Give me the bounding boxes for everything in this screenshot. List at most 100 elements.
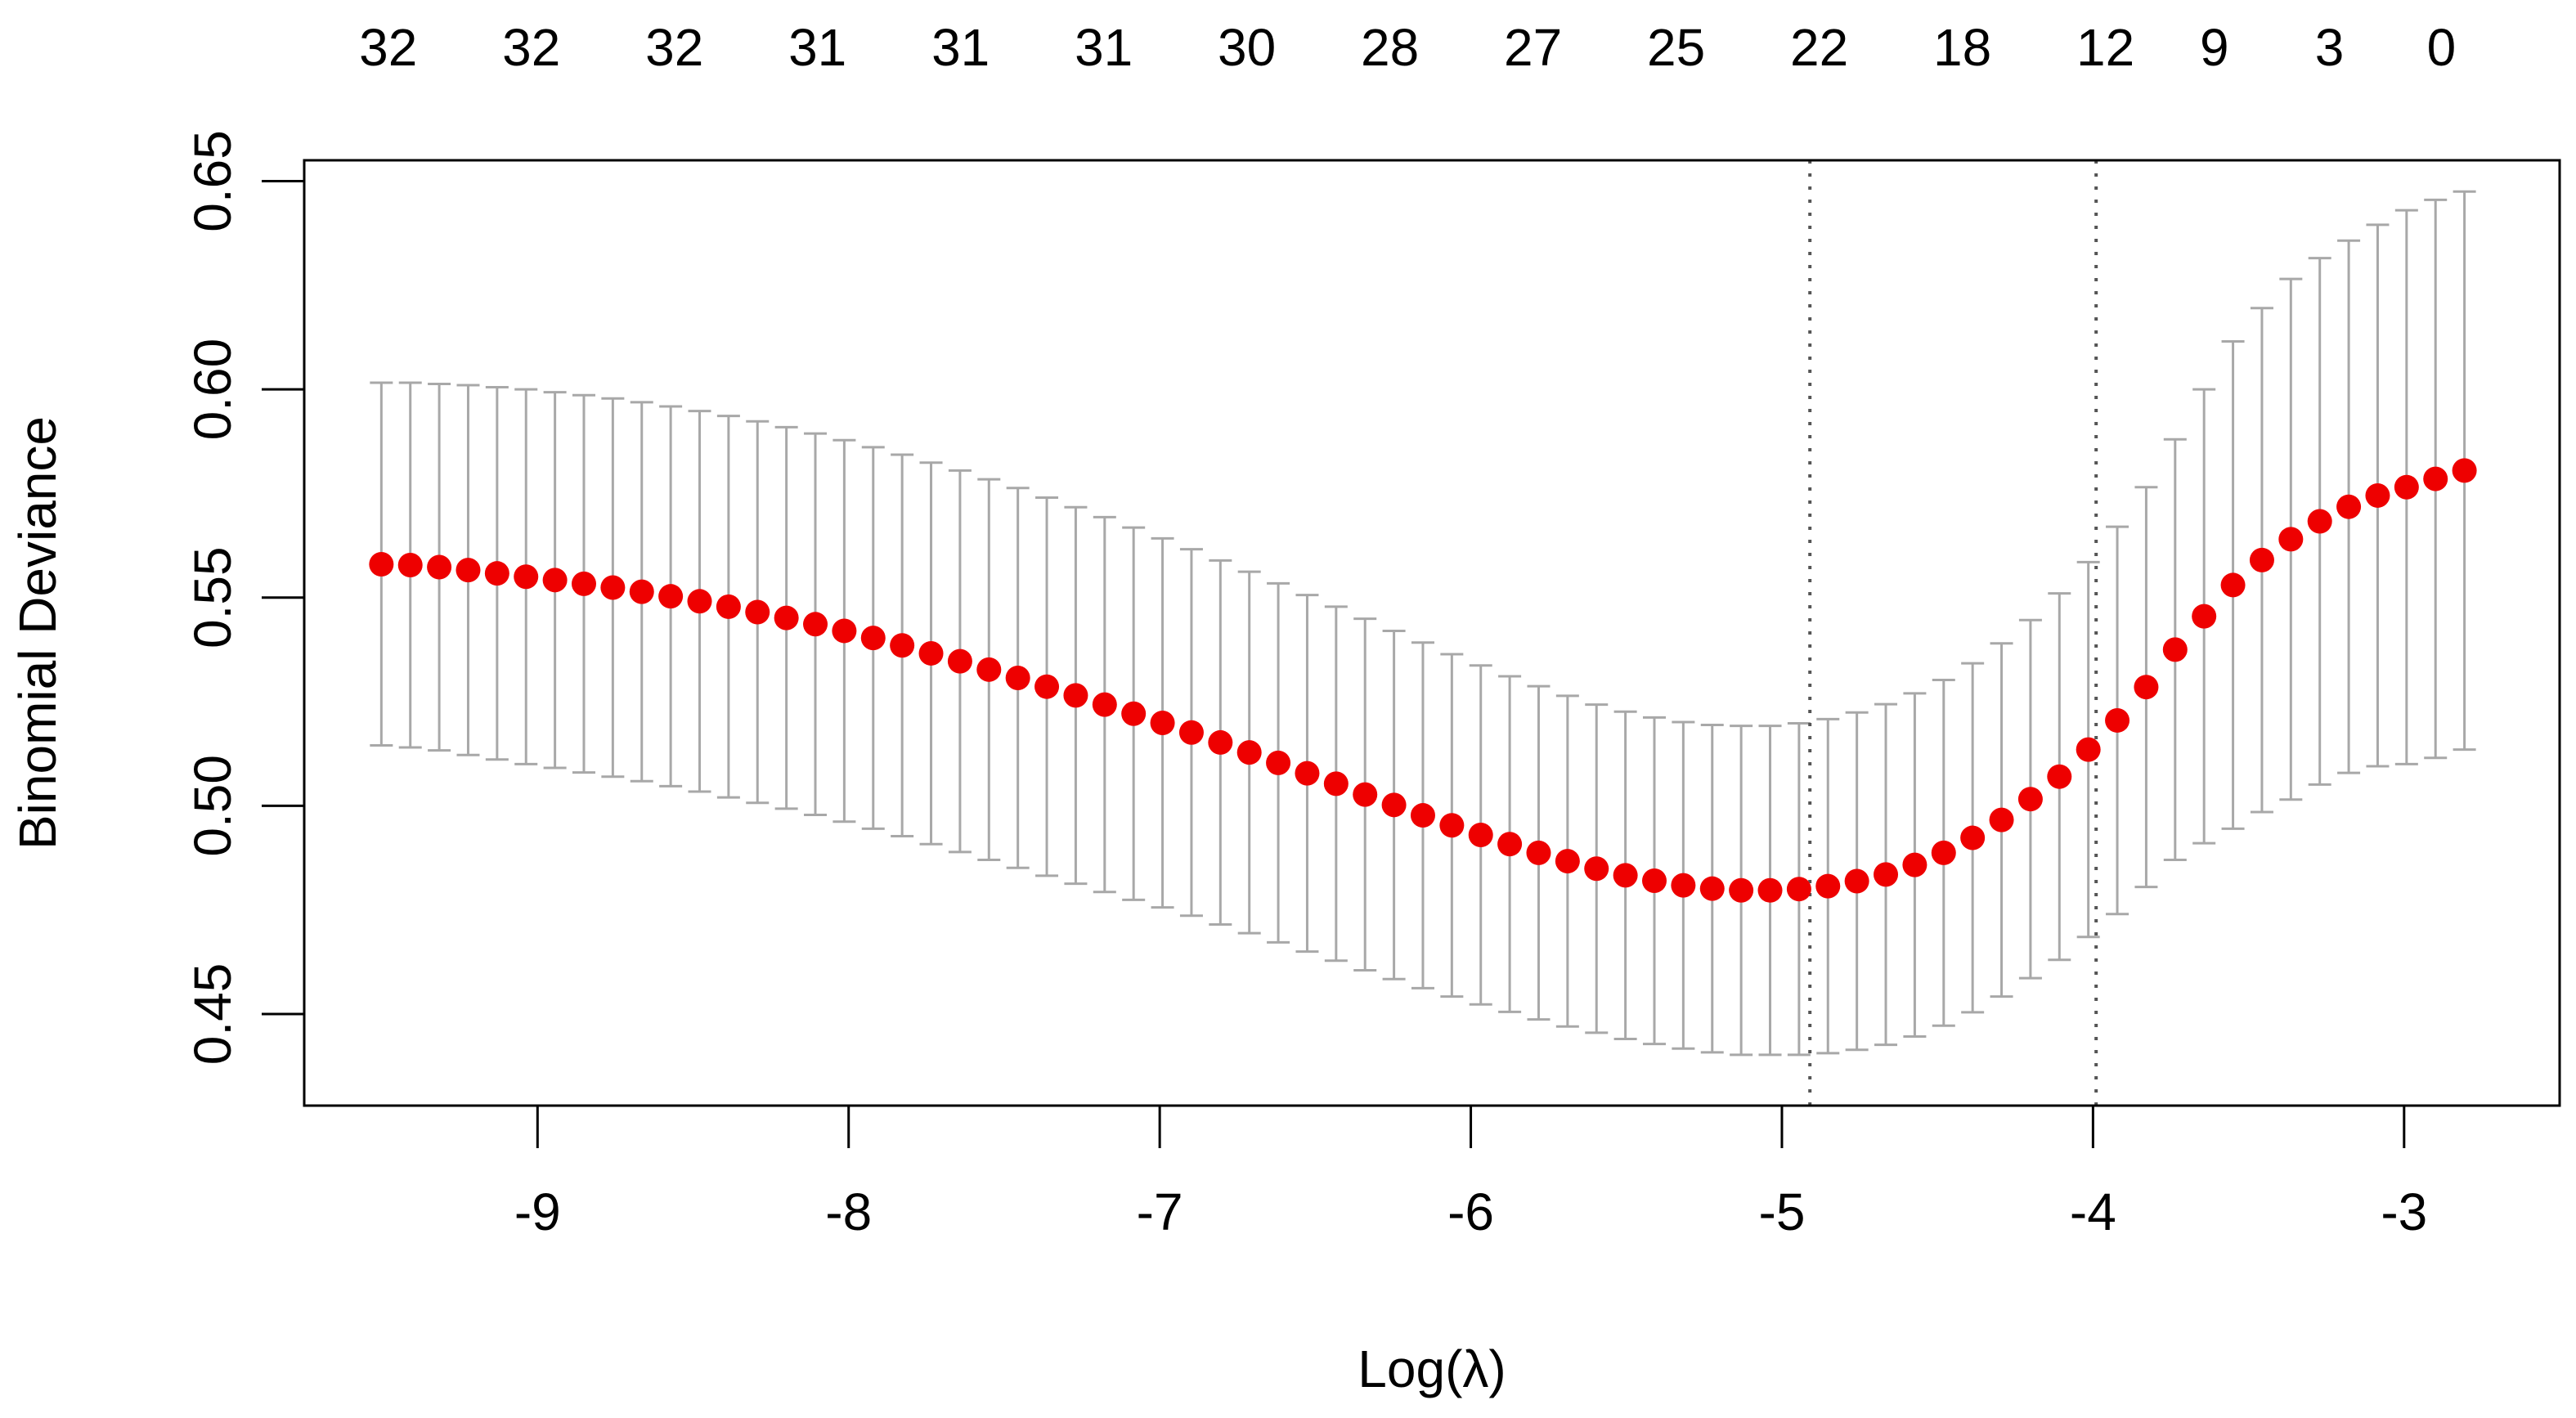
data-point (1410, 803, 1435, 828)
data-point (2134, 675, 2159, 700)
data-point (1121, 701, 1147, 726)
data-point (1092, 692, 1117, 717)
y-tick-label: 0.55 (183, 546, 242, 648)
data-point (803, 612, 828, 637)
reference-lines (1808, 160, 2098, 1106)
data-point (2423, 466, 2448, 491)
top-count-label: 31 (788, 18, 846, 77)
data-point (1584, 856, 1609, 882)
data-point (1786, 877, 1811, 902)
data-point (1815, 873, 1841, 899)
x-tick-label: -7 (1137, 1182, 1183, 1241)
data-point (1266, 750, 1291, 775)
data-point (1641, 868, 1667, 894)
data-point (1960, 825, 1986, 850)
data-point (600, 575, 626, 600)
data-point (716, 594, 741, 619)
data-point (1150, 710, 1175, 735)
data-point (832, 618, 857, 644)
top-count-label: 32 (359, 18, 417, 77)
data-point (1236, 740, 1262, 765)
y-axis-label: Binomial Deviance (8, 416, 67, 850)
top-count-label: 27 (1504, 18, 1562, 77)
data-point (1178, 720, 1204, 745)
data-point (1323, 771, 1349, 797)
error-bars (370, 190, 2476, 1057)
data-point (1874, 862, 1899, 887)
data-point (2336, 494, 2362, 519)
data-point (1353, 782, 1378, 807)
x-tick-label: -3 (2381, 1182, 2427, 1241)
data-point (860, 626, 886, 651)
top-count-label: 18 (1933, 18, 1991, 77)
data-point (2105, 707, 2130, 733)
data-point (2076, 737, 2101, 762)
top-count-label: 3 (2315, 18, 2345, 77)
data-point (658, 584, 684, 609)
y-tick-label: 0.50 (183, 755, 242, 857)
data-point (397, 552, 423, 577)
data-point (1613, 863, 1638, 888)
plot-frame (303, 159, 2561, 1107)
y-tick-label: 0.65 (183, 130, 242, 232)
x-tick-label: -9 (514, 1182, 561, 1241)
data-point (2162, 637, 2188, 662)
data-point (514, 564, 539, 590)
data-point (1497, 832, 1523, 857)
data-point (1005, 665, 1030, 690)
data-point (369, 551, 394, 577)
x-axis-label: Log(λ) (1358, 1339, 1506, 1398)
x-tick-label: -4 (2070, 1182, 2116, 1241)
data-point (2394, 474, 2419, 500)
data-point (1902, 852, 1928, 877)
data-point (2192, 604, 2217, 629)
data-point (1063, 683, 1088, 708)
x-tick-label: -8 (825, 1182, 872, 1241)
data-point (1468, 822, 1493, 847)
top-count-label: 9 (2200, 18, 2229, 77)
data-point (2365, 482, 2390, 508)
x-tick-label: -5 (1759, 1182, 1806, 1241)
data-point (1034, 674, 1060, 699)
data-point (1381, 792, 1407, 818)
data-point (1295, 761, 1320, 786)
top-count-label: 31 (1075, 18, 1133, 77)
top-count-label: 31 (931, 18, 990, 77)
data-point (976, 657, 1002, 682)
top-count-label: 32 (502, 18, 560, 77)
y-tick-label: 0.60 (183, 339, 242, 441)
data-point (1526, 840, 1551, 865)
data-point (2278, 527, 2304, 552)
data-point (2047, 764, 2072, 789)
top-count-label: 32 (645, 18, 703, 77)
data-point (890, 633, 915, 658)
y-tick-label: 0.45 (183, 963, 242, 1066)
data-point (1699, 876, 1725, 901)
data-point (745, 599, 770, 625)
data-point (571, 571, 596, 596)
data-point (2307, 509, 2332, 534)
data-point (687, 589, 712, 614)
data-point (484, 561, 509, 586)
data-point (2249, 547, 2274, 572)
data-point (2017, 787, 2043, 812)
data-point (1989, 807, 2014, 832)
top-count-label: 28 (1361, 18, 1419, 77)
data-point (918, 640, 944, 666)
top-count-label: 12 (2076, 18, 2134, 77)
data-points (369, 458, 2477, 903)
data-point (1931, 840, 1956, 865)
data-point (774, 605, 799, 630)
data-point (542, 568, 568, 593)
x-tick-label: -6 (1447, 1182, 1494, 1241)
data-point (456, 558, 481, 583)
data-point (2452, 458, 2477, 483)
data-point (1844, 868, 1869, 894)
data-point (2220, 572, 2246, 598)
data-point (1729, 877, 1754, 903)
data-point (947, 648, 972, 674)
data-point (1439, 813, 1465, 838)
top-count-label: 25 (1647, 18, 1705, 77)
